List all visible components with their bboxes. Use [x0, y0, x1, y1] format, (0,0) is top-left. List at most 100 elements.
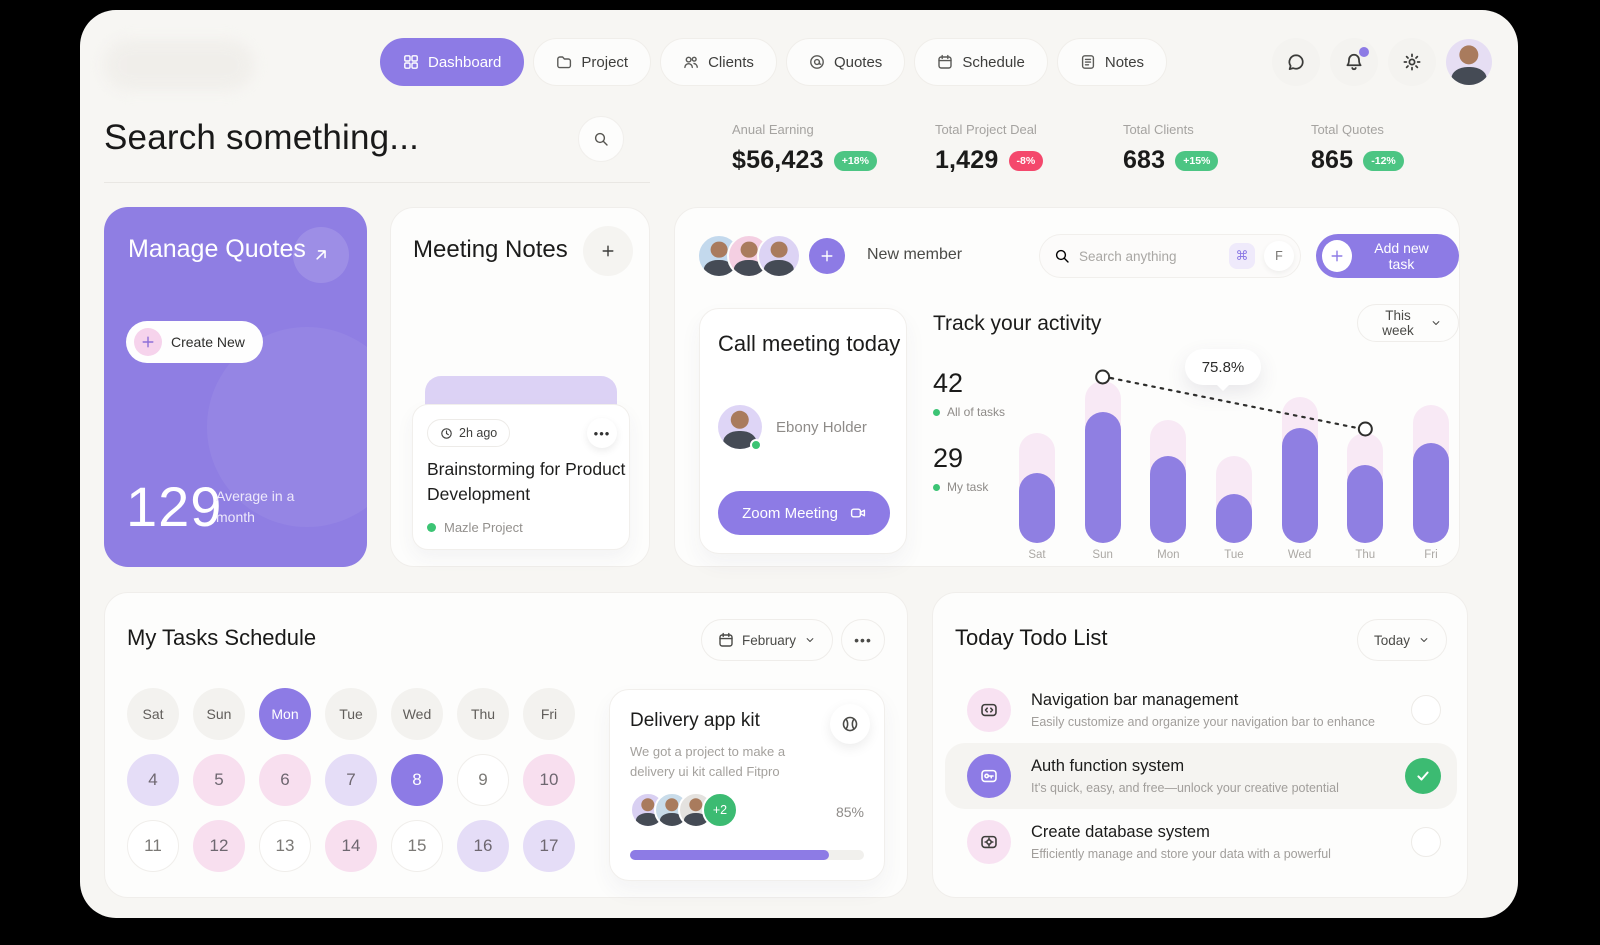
bar-sun[interactable]: [1084, 381, 1121, 543]
todo-item-title: Auth function system: [1031, 757, 1185, 775]
plus-icon: [134, 328, 162, 356]
todo-period-dropdown[interactable]: Today: [1357, 619, 1448, 661]
calendar-date-7[interactable]: 7: [325, 754, 377, 806]
bar-wed[interactable]: [1281, 397, 1318, 543]
calendar-date-11[interactable]: 11: [127, 820, 179, 872]
add-note-button[interactable]: [583, 226, 633, 276]
calendar-date-10[interactable]: 10: [523, 754, 575, 806]
more-members-badge[interactable]: +2: [702, 792, 738, 828]
calendar-date-6[interactable]: 6: [259, 754, 311, 806]
calendar-date-15[interactable]: 15: [391, 820, 443, 872]
activity-panel: New member Search anything ⌘ F Add new t…: [674, 207, 1460, 567]
ball-icon: [841, 715, 859, 733]
calendar-date-16[interactable]: 16: [457, 820, 509, 872]
note-menu-button[interactable]: •••: [587, 418, 617, 448]
calendar-day-header-wed[interactable]: Wed: [391, 688, 443, 740]
calendar-day-header-sun[interactable]: Sun: [193, 688, 245, 740]
search-anything-input[interactable]: Search anything ⌘ F: [1039, 234, 1301, 278]
open-quotes-button[interactable]: [293, 227, 349, 283]
calendar-date-8[interactable]: 8: [391, 754, 443, 806]
calendar-day-header-tue[interactable]: Tue: [325, 688, 377, 740]
zoom-meeting-button[interactable]: Zoom Meeting: [718, 491, 890, 535]
tab-quotes[interactable]: Quotes: [785, 38, 906, 86]
bar-fri[interactable]: [1412, 405, 1449, 543]
calendar-day-header-thu[interactable]: Thu: [457, 688, 509, 740]
notifications-icon: [1344, 52, 1364, 72]
todo-item-navigation-bar-management[interactable]: Navigation bar management Easily customiz…: [945, 677, 1457, 743]
tab-label: Schedule: [962, 53, 1025, 71]
settings-button[interactable]: [1388, 38, 1436, 86]
messages-icon: [1286, 52, 1306, 72]
stat-value: 1,429: [934, 146, 999, 174]
todo-period-label: Today: [1374, 632, 1411, 648]
tab-schedule[interactable]: Schedule: [914, 38, 1048, 86]
calendar-date-17[interactable]: 17: [523, 820, 575, 872]
manage-quotes-card: Manage Quotes Create New 129 Average in …: [104, 207, 367, 567]
calendar-day-header-sat[interactable]: Sat: [127, 688, 179, 740]
call-person: Ebony Holder: [718, 405, 867, 449]
todo-item-icon: [967, 754, 1011, 798]
todo-checkbox[interactable]: [1411, 695, 1441, 725]
todo-item-title: Navigation bar management: [1031, 691, 1239, 709]
search-placeholder: Search anything: [1079, 248, 1177, 264]
calendar-day-header-fri[interactable]: Fri: [523, 688, 575, 740]
calendar-date-9[interactable]: 9: [457, 754, 509, 806]
kpi-my-task: 29 My task: [933, 443, 988, 494]
todo-item-create-database-system[interactable]: Create database system Efficiently manage…: [945, 809, 1457, 875]
note-card[interactable]: 2h ago ••• Brainstorming for Product Dev…: [412, 404, 630, 550]
project-category-button[interactable]: [830, 704, 870, 744]
activity-title: Track your activity: [933, 312, 1102, 335]
stat-total-clients: Total Clients 683 +15%: [1123, 122, 1253, 175]
tab-label: Dashboard: [428, 53, 502, 71]
todo-item-auth-function-system[interactable]: Auth function system It's quick, easy, an…: [945, 743, 1457, 809]
bar-mon[interactable]: [1150, 420, 1187, 543]
user-avatar[interactable]: [1446, 39, 1492, 85]
todo-checkbox-checked[interactable]: [1405, 758, 1441, 794]
add-member-button[interactable]: [809, 238, 845, 274]
chevron-down-icon: [1418, 634, 1430, 646]
bar-tue[interactable]: [1215, 456, 1252, 543]
progress-bar: [630, 850, 864, 860]
calendar-date-4[interactable]: 4: [127, 754, 179, 806]
month-dropdown[interactable]: February: [701, 619, 834, 661]
bar-thu[interactable]: [1347, 433, 1384, 543]
search-button[interactable]: [578, 116, 624, 162]
create-new-button[interactable]: Create New: [126, 321, 263, 363]
header-actions: [1272, 38, 1492, 86]
stat-label: Anual Earning: [732, 122, 814, 137]
calendar-icon: [937, 54, 953, 70]
bar-sat[interactable]: [1019, 433, 1055, 543]
progress-percent: 85%: [835, 804, 864, 820]
calendar-date-5[interactable]: 5: [193, 754, 245, 806]
delivery-project-card: Delivery app kit We got a project to mak…: [609, 689, 885, 881]
add-new-task-button[interactable]: Add new task: [1316, 234, 1459, 278]
tab-notes[interactable]: Notes: [1056, 38, 1168, 86]
grid-icon: [403, 54, 419, 70]
tab-dashboard[interactable]: Dashboard: [380, 38, 525, 86]
search-heading[interactable]: Search something...: [104, 118, 420, 157]
tab-project[interactable]: Project: [533, 38, 652, 86]
tab-clients[interactable]: Clients: [660, 38, 777, 86]
bar-done: [1019, 473, 1055, 543]
kpi-value: 42: [933, 368, 964, 398]
calendar-date-13[interactable]: 13: [259, 820, 311, 872]
calendar-day-header-mon[interactable]: Mon: [259, 688, 311, 740]
calendar-date-14[interactable]: 14: [325, 820, 377, 872]
delivery-avatars: +2: [630, 792, 738, 828]
member-avatar-3[interactable]: [757, 234, 801, 278]
meeting-notes-card: Meeting Notes 2h ago ••• Brainstorming f…: [390, 207, 650, 567]
schedule-menu-button[interactable]: •••: [841, 619, 885, 661]
notifications-button[interactable]: [1330, 38, 1378, 86]
todo-checkbox[interactable]: [1411, 827, 1441, 857]
quotes-average-caption: Average in a month: [216, 488, 295, 525]
period-dropdown[interactable]: This week: [1357, 304, 1459, 342]
chart-tooltip: 75.8%: [1185, 349, 1261, 385]
messages-button[interactable]: [1272, 38, 1320, 86]
calendar-date-12[interactable]: 12: [193, 820, 245, 872]
new-member-label: New member: [867, 246, 963, 263]
bar-done: [1084, 412, 1121, 543]
activity-bar-chart: 75.8% Sat Sun Mon Tue Wed Thu Fri: [1019, 349, 1449, 567]
arrow-up-right-icon: [312, 246, 330, 264]
note-project: Mazle Project: [427, 520, 523, 535]
stat-total-quotes: Total Quotes 865 -12%: [1311, 122, 1441, 175]
